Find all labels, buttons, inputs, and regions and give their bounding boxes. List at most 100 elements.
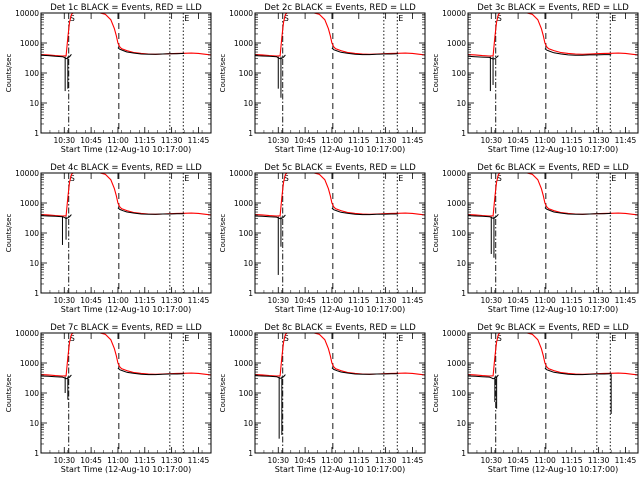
panel-title: Det 3c BLACK = Events, RED = LLD xyxy=(477,3,629,13)
plot-area xyxy=(255,333,425,439)
y-tick-label: 100 xyxy=(452,229,467,238)
series-events-line xyxy=(468,55,499,60)
y-tick-label: 10000 xyxy=(229,9,253,18)
y-tick-label: 100 xyxy=(452,389,467,398)
y-tick-label: 10000 xyxy=(442,169,466,178)
x-axis-label: Start Time (12-Aug-10 10:17:00) xyxy=(488,145,619,154)
y-tick-label: 10 xyxy=(29,259,39,268)
x-tick-label: 10:30 xyxy=(267,296,289,305)
panel-title: Det 2c BLACK = Events, RED = LLD xyxy=(264,3,416,13)
x-tick-label: 11:30 xyxy=(161,296,183,305)
y-axis-label: Counts/sec xyxy=(5,214,13,253)
y-tick-label: 1 xyxy=(461,129,466,138)
x-tick-label: 10:30 xyxy=(480,456,502,465)
series-events-line xyxy=(468,374,499,380)
marker-label: S xyxy=(284,334,289,343)
y-tick-label: 1000 xyxy=(234,199,253,208)
y-tick-label: 10 xyxy=(29,419,39,428)
x-tick-label: 11:15 xyxy=(134,456,156,465)
x-tick-label: 11:00 xyxy=(107,296,129,305)
plot-frame xyxy=(467,332,639,454)
y-axis-label: Counts/sec xyxy=(432,214,440,253)
series-lld-line xyxy=(255,173,425,217)
x-tick-label: 11:00 xyxy=(321,296,343,305)
x-tick-label: 11:30 xyxy=(375,296,397,305)
y-tick-label: 10 xyxy=(456,99,466,108)
y-tick-label: 10000 xyxy=(442,9,466,18)
marker-label: E xyxy=(184,14,189,23)
y-tick-label: 100 xyxy=(25,69,40,78)
y-tick-label: 100 xyxy=(25,229,40,238)
plot-area xyxy=(255,13,425,98)
y-tick-label: 10000 xyxy=(442,329,466,338)
y-axis-label: Counts/sec xyxy=(5,374,13,413)
x-axis-label: Start Time (12-Aug-10 10:17:00) xyxy=(488,465,619,474)
y-axis-label: Counts/sec xyxy=(219,54,227,93)
plot-area xyxy=(468,333,638,414)
plot-area xyxy=(255,173,425,275)
y-tick-label: 100 xyxy=(452,69,467,78)
y-tick-label: 1 xyxy=(461,449,466,458)
series-events-line xyxy=(544,48,612,56)
marker-label: S xyxy=(497,174,502,183)
plot-frame xyxy=(40,12,212,134)
y-tick-label: 10 xyxy=(243,259,253,268)
x-tick-label: 10:30 xyxy=(53,296,75,305)
marker-label: E xyxy=(398,174,403,183)
marker-label: E xyxy=(611,334,616,343)
marker-label: S xyxy=(70,14,75,23)
y-tick-label: 10000 xyxy=(15,169,39,178)
x-axis-label: Start Time (12-Aug-10 10:17:00) xyxy=(61,305,192,314)
series-events-line xyxy=(331,47,399,56)
x-tick-label: 11:30 xyxy=(161,136,183,145)
x-tick-label: 11:30 xyxy=(375,136,397,145)
plot-area xyxy=(41,173,211,245)
y-tick-label: 10000 xyxy=(15,329,39,338)
series-events-line xyxy=(544,367,612,376)
x-tick-label: 10:30 xyxy=(480,136,502,145)
y-axis-label: Counts/sec xyxy=(219,374,227,413)
y-tick-label: 1 xyxy=(34,129,39,138)
x-axis-label: Start Time (12-Aug-10 10:17:00) xyxy=(275,465,406,474)
y-tick-label: 1000 xyxy=(20,39,39,48)
y-axis-label: Counts/sec xyxy=(5,54,13,93)
marker-label: E xyxy=(184,174,189,183)
x-tick-label: 11:30 xyxy=(588,296,610,305)
x-tick-label: 10:45 xyxy=(507,136,529,145)
y-tick-label: 10 xyxy=(243,99,253,108)
plot-area xyxy=(41,333,211,400)
series-events-line xyxy=(255,374,286,379)
y-tick-label: 100 xyxy=(239,389,254,398)
x-tick-label: 10:45 xyxy=(507,456,529,465)
x-tick-label: 11:15 xyxy=(134,296,156,305)
x-tick-label: 11:00 xyxy=(321,136,343,145)
y-tick-label: 10000 xyxy=(229,329,253,338)
x-tick-label: 10:30 xyxy=(267,136,289,145)
marker-label: S xyxy=(284,14,289,23)
x-axis-label: Start Time (12-Aug-10 10:17:00) xyxy=(275,145,406,154)
x-tick-label: 11:15 xyxy=(561,296,583,305)
x-tick-label: 11:00 xyxy=(534,136,556,145)
x-tick-label: 10:30 xyxy=(53,456,75,465)
x-tick-label: 10:45 xyxy=(507,296,529,305)
marker-label: S xyxy=(284,174,289,183)
x-tick-label: 11:15 xyxy=(134,136,156,145)
x-tick-label: 11:45 xyxy=(402,136,424,145)
y-axis-label: Counts/sec xyxy=(432,54,440,93)
x-tick-label: 11:45 xyxy=(615,296,637,305)
x-tick-label: 10:30 xyxy=(480,296,502,305)
x-tick-label: 11:15 xyxy=(561,136,583,145)
x-tick-label: 11:45 xyxy=(188,456,210,465)
y-tick-label: 1 xyxy=(248,289,253,298)
x-tick-label: 11:00 xyxy=(534,456,556,465)
marker-label: E xyxy=(398,14,403,23)
x-tick-label: 10:45 xyxy=(80,456,102,465)
